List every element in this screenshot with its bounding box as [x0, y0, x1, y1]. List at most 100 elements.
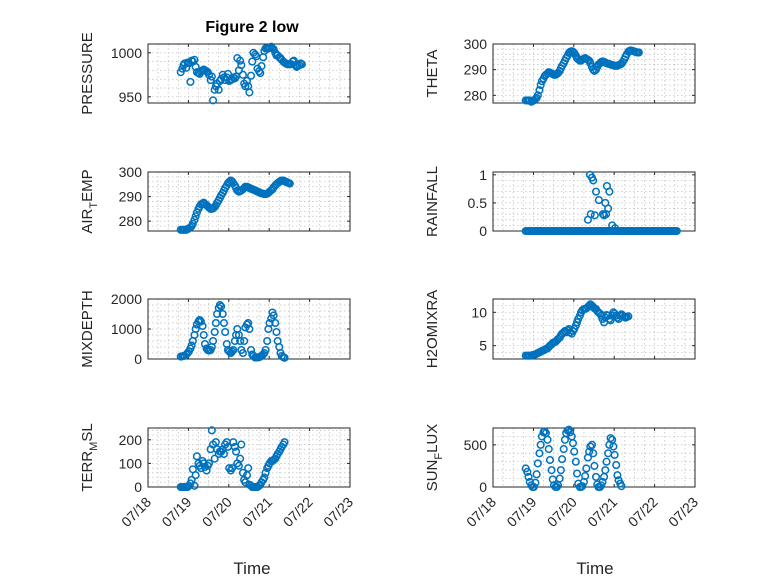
- data-point: [245, 324, 254, 334]
- data-point: [237, 440, 246, 449]
- data-point: [560, 435, 569, 444]
- y-tick-label: 290: [119, 189, 143, 205]
- data-point: [257, 61, 266, 71]
- data-point: [218, 309, 227, 319]
- data-point: [572, 469, 582, 478]
- data-point: [604, 204, 613, 213]
- data-point: [191, 324, 200, 334]
- data-point: [227, 347, 237, 356]
- y-axis-label: PRESSURE: [79, 32, 96, 115]
- data-point: [586, 59, 595, 68]
- data-point: [211, 318, 220, 328]
- y-tick-label: 300: [464, 36, 488, 52]
- data-point: [589, 449, 598, 458]
- data-point: [191, 212, 200, 221]
- axes-box: [492, 298, 696, 360]
- data-point: [543, 435, 552, 444]
- data-point: [624, 312, 633, 321]
- data-point: [570, 447, 579, 456]
- data-point: [192, 452, 201, 461]
- data-point: [260, 473, 269, 482]
- data-point: [261, 468, 270, 477]
- x-tick-label: 07/20: [544, 494, 580, 530]
- data-point: [634, 48, 643, 57]
- x-tick-label: 07/20: [199, 494, 235, 530]
- data-point: [606, 434, 615, 443]
- data-point: [190, 481, 199, 490]
- data-point: [598, 210, 607, 219]
- y-tick-label: 300: [119, 164, 143, 180]
- data-point: [544, 445, 553, 454]
- data-point: [214, 85, 223, 94]
- data-point: [605, 187, 614, 196]
- data-point: [229, 438, 238, 447]
- data-point: [555, 474, 564, 483]
- y-tick-label: 10: [471, 304, 487, 320]
- data-point: [263, 336, 272, 346]
- data-point: [261, 345, 270, 355]
- data-point: [208, 96, 218, 105]
- data-point: [269, 311, 278, 320]
- panel-top-right: 280 290 300 THETA: [424, 36, 696, 106]
- x-tick-label: 07/21: [584, 494, 620, 530]
- data-point: [559, 445, 568, 454]
- data-point: [533, 91, 542, 100]
- data-point: [556, 466, 565, 475]
- y-tick-label: 0.5: [468, 195, 488, 211]
- data-point: [581, 471, 590, 481]
- panel-mid1-right: 0 0.5 1 RAINFALL: [424, 166, 696, 239]
- data-point: [536, 440, 545, 449]
- x-axis-label-left: Time: [233, 559, 270, 578]
- x-tick-label: 07/18: [118, 494, 154, 530]
- axes-box: [147, 171, 351, 232]
- data-point: [531, 478, 540, 487]
- y-tick-label: 950: [119, 89, 143, 105]
- data-point: [199, 459, 208, 468]
- data-point: [208, 336, 218, 346]
- data-point: [206, 76, 215, 85]
- y-tick-label: 500: [464, 437, 488, 453]
- data-point: [529, 482, 538, 492]
- data-point: [232, 447, 241, 456]
- axes-box: [492, 43, 696, 104]
- data-point: [186, 479, 195, 488]
- y-axis-label: AIRTEMP: [79, 169, 100, 233]
- data-point: [210, 327, 219, 337]
- data-point: [612, 461, 621, 470]
- data-point: [242, 76, 252, 86]
- data-point: [229, 345, 238, 355]
- data-point: [191, 471, 200, 480]
- data-point: [207, 426, 216, 435]
- data-point: [194, 317, 203, 326]
- data-point: [606, 316, 615, 325]
- data-point: [578, 482, 587, 491]
- x-tick-label: 07/19: [158, 494, 194, 530]
- y-tick-label: 5: [479, 338, 487, 354]
- data-point: [199, 330, 208, 340]
- data-point: [241, 82, 250, 91]
- data-point: [265, 318, 274, 328]
- data-point: [524, 472, 533, 481]
- panel-bottom-right: 07/18 07/19 07/20 07/21 07/22 07/23 0 500 SUNFLU…: [424, 424, 701, 530]
- data-point: [285, 179, 294, 188]
- data-point: [590, 461, 599, 470]
- data-point: [202, 466, 211, 475]
- data-point: [244, 464, 253, 473]
- y-axis-label: H2OMIXRA: [424, 290, 441, 368]
- data-point: [280, 353, 289, 362]
- panel-top-left: 950 1000 PRESSURE: [79, 32, 351, 115]
- data-point: [589, 176, 598, 185]
- x-tick-label: 07/22: [625, 494, 661, 530]
- y-tick-label: 200: [119, 432, 143, 448]
- data-point: [207, 72, 216, 81]
- panel-mid1-left: 280 290 300 AIRTEMP: [79, 164, 351, 234]
- y-tick-label: 280: [119, 213, 143, 229]
- data-point: [196, 317, 205, 326]
- x-tick-label: 07/18: [463, 494, 499, 530]
- data-point: [571, 457, 580, 466]
- y-tick-label: 0: [134, 351, 142, 367]
- y-tick-label: 100: [119, 455, 143, 471]
- data-point: [238, 70, 247, 79]
